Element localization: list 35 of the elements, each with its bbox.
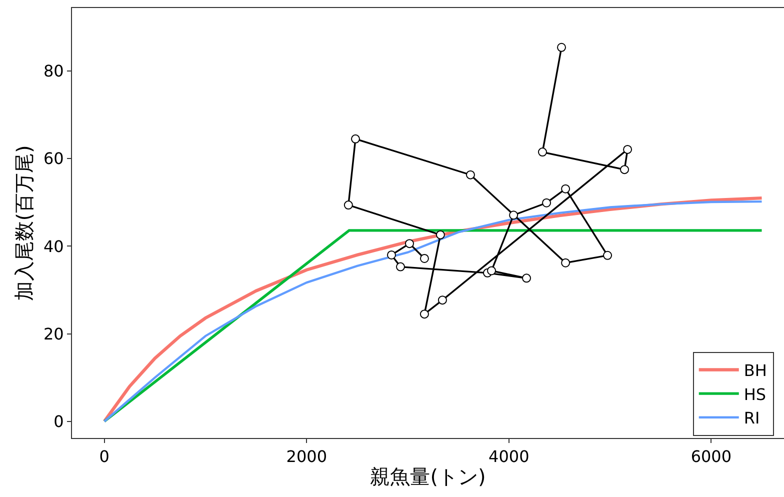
x-axis-title: 親魚量(トン) <box>370 464 486 489</box>
point <box>509 210 518 220</box>
y-axis-title: 加入尾数(百万尾) <box>12 145 36 301</box>
y-tick-label: 80 <box>43 62 64 81</box>
point <box>404 239 414 248</box>
point <box>487 266 496 276</box>
point <box>396 262 405 272</box>
point <box>542 198 552 208</box>
point <box>466 170 475 180</box>
point <box>436 230 445 240</box>
legend-label: HS <box>744 384 766 404</box>
point <box>438 296 447 305</box>
point <box>561 184 570 194</box>
point <box>344 200 353 210</box>
x-tick-label: 2000 <box>286 447 327 466</box>
x-tick-label: 6000 <box>690 447 732 466</box>
y-tick-label: 40 <box>43 236 64 256</box>
point <box>538 148 547 157</box>
y-tick-label: 20 <box>43 324 64 344</box>
legend-label: RI <box>744 408 760 428</box>
point <box>620 165 630 174</box>
point <box>522 274 532 283</box>
point <box>420 310 429 319</box>
point <box>386 250 396 260</box>
y-tick-label: 60 <box>43 149 64 168</box>
x-tick-label: 0 <box>99 447 110 466</box>
point <box>561 258 570 268</box>
point <box>557 42 566 52</box>
x-tick-label: 4000 <box>488 447 530 466</box>
point <box>420 254 429 263</box>
y-tick-label: 0 <box>54 412 64 431</box>
legend-label: BH <box>744 360 767 380</box>
point <box>603 250 612 260</box>
point <box>350 134 360 144</box>
point <box>623 144 632 154</box>
